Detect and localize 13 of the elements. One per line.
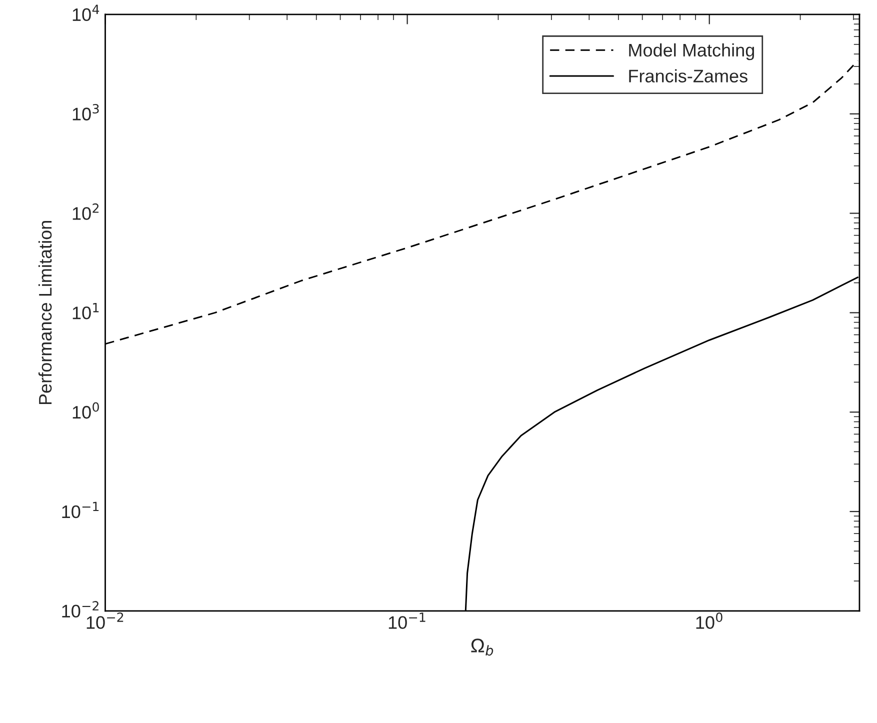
y-tick-label: 10$^{1}$: [72, 302, 99, 320]
legend-label: Francis-Zames: [629, 69, 748, 82]
x-tick-label: 10$^{−2}$: [86, 612, 124, 629]
y-tick-label: 10$^{3}$: [72, 104, 99, 120]
legend-label: Model Matching: [629, 43, 754, 60]
x-axis-title: Ω$_{b}$: [471, 638, 494, 656]
y-axis-title: Performance Limitation: [38, 221, 52, 404]
x-tick-label: 10$^{−1}$: [388, 612, 426, 629]
y-tick-label: 10$^{4}$: [72, 4, 100, 22]
y-tick-label: 10$^{−1}$: [62, 502, 99, 518]
x-tick-label: 10$^{0}$: [696, 612, 722, 629]
y-tick-label: 10$^{2}$: [72, 203, 99, 220]
y-tick-label: 10$^{0}$: [72, 402, 99, 419]
